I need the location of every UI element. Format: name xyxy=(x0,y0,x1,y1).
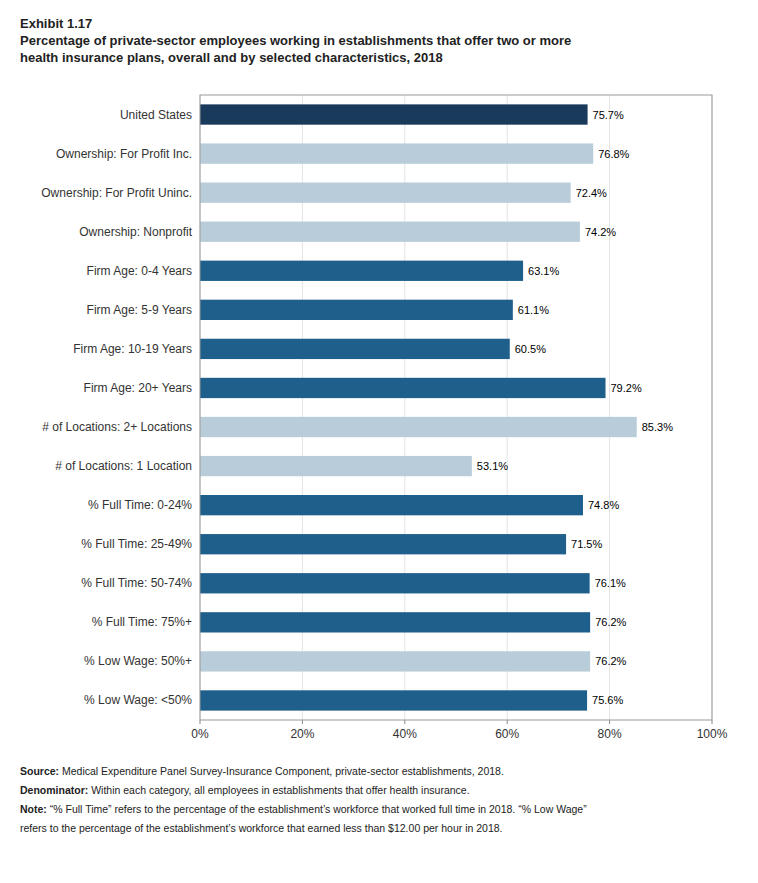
data-label: 61.1% xyxy=(518,304,549,316)
data-label: 76.8% xyxy=(598,148,629,160)
category-label: % Full Time: 75%+ xyxy=(92,615,192,629)
subtitle: health insurance plans, overall and by s… xyxy=(20,50,443,65)
bar xyxy=(200,534,566,554)
category-label: Ownership: Nonprofit xyxy=(79,225,192,239)
data-label: 74.2% xyxy=(585,226,616,238)
data-label: 74.8% xyxy=(588,499,619,511)
category-label: Ownership: For Profit Uninc. xyxy=(41,186,192,200)
x-tick xyxy=(200,720,201,724)
title: Exhibit 1.17 xyxy=(20,16,92,31)
data-label: 76.2% xyxy=(595,655,626,667)
annotation-text: refers to the percentage of the establis… xyxy=(20,822,503,834)
x-tick-label: 40% xyxy=(393,727,417,741)
x-tick-label: 20% xyxy=(290,727,314,741)
category-label: Firm Age: 5-9 Years xyxy=(87,303,192,317)
bars xyxy=(200,104,637,710)
bar xyxy=(200,222,580,242)
bar xyxy=(200,456,472,476)
bar xyxy=(200,612,590,632)
category-label: % Low Wage: <50% xyxy=(84,693,192,707)
bar xyxy=(200,495,583,515)
category-label: % Low Wage: 50%+ xyxy=(84,654,192,668)
category-label: % Full Time: 25-49% xyxy=(81,537,192,551)
subtitle: Percentage of private-sector employees w… xyxy=(20,33,571,48)
data-label: 75.6% xyxy=(592,694,623,706)
category-label: Firm Age: 20+ Years xyxy=(84,381,192,395)
bar xyxy=(200,261,523,281)
annotation-label: Source: xyxy=(20,765,59,777)
category-label: % Full Time: 50-74% xyxy=(81,576,192,590)
bar xyxy=(200,651,590,671)
plot-frame xyxy=(200,95,712,720)
data-label: 76.1% xyxy=(595,577,626,589)
x-tick xyxy=(507,720,508,724)
chart: Exhibit 1.17 Percentage of private-sector… xyxy=(0,0,758,883)
data-label: 63.1% xyxy=(528,265,559,277)
annotation-label: Note: xyxy=(20,803,47,815)
annotation: Denominator: Within each category, all e… xyxy=(20,784,470,796)
data-label: 79.2% xyxy=(611,382,642,394)
grid xyxy=(200,95,712,720)
x-tick xyxy=(712,720,713,724)
bar xyxy=(200,378,606,398)
category-label: # of Locations: 2+ Locations xyxy=(42,420,192,434)
bar xyxy=(200,417,637,437)
page: {"chart_data": { "type": "bar", "orienta… xyxy=(0,0,758,883)
data-label: 71.5% xyxy=(571,538,602,550)
data-label: 53.1% xyxy=(477,460,508,472)
x-tick-label: 60% xyxy=(495,727,519,741)
data-label: 75.7% xyxy=(593,109,624,121)
category-label: United States xyxy=(120,108,192,122)
x-tick xyxy=(302,720,303,724)
annotation-text: Within each category, all employees in e… xyxy=(88,784,469,796)
data-label: 85.3% xyxy=(642,421,673,433)
data-label: 72.4% xyxy=(576,187,607,199)
x-tick-label: 80% xyxy=(598,727,622,741)
annotation: refers to the percentage of the establis… xyxy=(20,822,503,834)
bar xyxy=(200,104,588,124)
annotation: Note: “% Full Time” refers to the percen… xyxy=(20,803,587,815)
x-tick-label: 100% xyxy=(697,727,728,741)
bar xyxy=(200,573,590,593)
bar xyxy=(200,183,571,203)
annotation: Source: Medical Expenditure Panel Survey… xyxy=(20,765,504,777)
category-label: # of Locations: 1 Location xyxy=(55,459,192,473)
category-label: Firm Age: 10-19 Years xyxy=(73,342,192,356)
data-label: 76.2% xyxy=(595,616,626,628)
x-tick xyxy=(404,720,405,724)
bar xyxy=(200,300,513,320)
bar xyxy=(200,339,510,359)
bar xyxy=(200,143,593,163)
bar xyxy=(200,690,587,710)
annotation-text: Medical Expenditure Panel Survey-Insuran… xyxy=(59,765,504,777)
data-label: 60.5% xyxy=(515,343,546,355)
category-label: Ownership: For Profit Inc. xyxy=(56,147,192,161)
category-label: % Full Time: 0-24% xyxy=(88,498,192,512)
annotation-label: Denominator: xyxy=(20,784,88,796)
category-label: Firm Age: 0-4 Years xyxy=(87,264,192,278)
x-tick xyxy=(609,720,610,724)
annotation-text: “% Full Time” refers to the percentage o… xyxy=(47,803,587,815)
x-tick-label: 0% xyxy=(191,727,209,741)
